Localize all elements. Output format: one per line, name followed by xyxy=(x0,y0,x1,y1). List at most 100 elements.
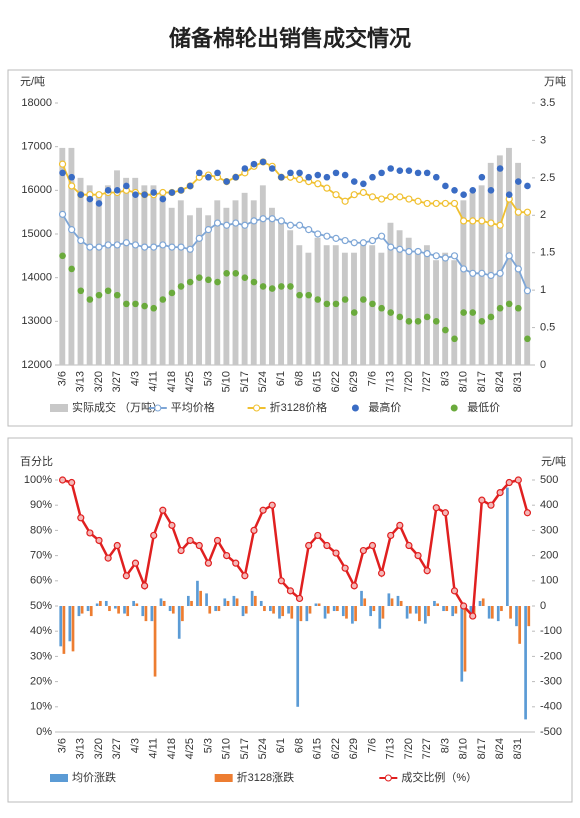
bar xyxy=(171,606,175,614)
legend-swatch xyxy=(253,404,261,412)
scatter-point xyxy=(314,296,322,303)
scatter-point xyxy=(432,173,440,181)
line xyxy=(62,478,529,620)
line-marker xyxy=(469,269,477,277)
y2-tick-label: 0.5 xyxy=(540,321,555,333)
y2-tick-label: 2.5 xyxy=(540,172,555,184)
bar xyxy=(278,606,281,619)
bar xyxy=(59,606,63,647)
x-tick-label: 5/10 xyxy=(221,371,233,392)
y-axis-label: 百分比 xyxy=(20,455,53,468)
line-marker xyxy=(478,496,486,504)
scatter-point xyxy=(314,171,322,179)
scatter-point xyxy=(332,300,340,308)
scatter-point xyxy=(287,169,294,177)
y-tick-label: 13000 xyxy=(21,315,52,327)
x-tick-label: 3/6 xyxy=(56,738,68,753)
scatter-point xyxy=(77,287,85,295)
line-marker xyxy=(195,234,203,242)
line-marker xyxy=(387,243,395,251)
line-marker xyxy=(323,184,331,192)
x-tick-label: 6/29 xyxy=(348,371,360,392)
bar xyxy=(436,603,439,606)
scatter-point xyxy=(405,318,413,325)
y-tick-label: 20% xyxy=(30,676,52,688)
line-marker xyxy=(259,215,267,223)
panel xyxy=(7,437,573,803)
scatter-point xyxy=(341,296,349,303)
bar xyxy=(259,185,266,365)
line-marker xyxy=(332,234,340,242)
bar xyxy=(442,252,449,365)
x-tick-label: 8/3 xyxy=(439,738,451,753)
x-tick-label: 3/13 xyxy=(75,738,87,759)
line-marker xyxy=(341,236,349,245)
x-tick-label: 4/11 xyxy=(148,371,160,392)
line-marker xyxy=(77,514,85,522)
bar xyxy=(469,606,473,614)
line-marker xyxy=(414,247,422,256)
line-marker xyxy=(241,221,249,229)
line-marker xyxy=(450,252,459,260)
x-tick-label: 5/3 xyxy=(202,738,214,753)
y2-tick-label: 3 xyxy=(540,134,546,146)
scatter-point xyxy=(259,158,267,166)
bar xyxy=(263,606,266,612)
bar xyxy=(150,185,157,365)
x-tick-label: 7/20 xyxy=(403,738,415,759)
bar xyxy=(351,252,357,365)
bar xyxy=(205,593,208,606)
bar xyxy=(360,245,367,365)
line-marker xyxy=(58,476,67,484)
scatter-point xyxy=(524,182,531,190)
scatter-point xyxy=(123,182,130,190)
x-tick-label: 7/6 xyxy=(366,371,378,386)
y-tick-label: 70% xyxy=(30,550,52,562)
line-marker xyxy=(204,226,213,234)
scatter-point xyxy=(442,182,449,190)
bar xyxy=(463,606,467,672)
scatter-point xyxy=(469,309,477,316)
line-marker xyxy=(305,226,313,234)
bar xyxy=(250,590,254,606)
line-marker xyxy=(396,245,404,253)
legend-swatch xyxy=(214,774,233,782)
scatter-point xyxy=(478,173,486,181)
y-tick-label: 80% xyxy=(30,524,52,536)
y-tick-label: 16000 xyxy=(21,184,52,196)
line-marker xyxy=(387,531,395,540)
y-tick-label: 100% xyxy=(24,474,52,486)
scatter-point xyxy=(205,276,212,284)
bar xyxy=(354,606,357,622)
bar xyxy=(460,606,464,682)
bar xyxy=(341,252,348,365)
x-tick-label: 5/24 xyxy=(257,371,269,392)
bar xyxy=(341,606,345,617)
scatter-point xyxy=(451,187,458,194)
bar xyxy=(515,162,522,365)
line-marker xyxy=(113,241,121,249)
bar xyxy=(253,595,257,606)
line-marker xyxy=(441,199,450,208)
x-tick-label: 6/22 xyxy=(330,371,342,392)
bar xyxy=(153,606,157,677)
line-marker xyxy=(186,245,194,253)
line-marker xyxy=(314,230,322,238)
bar xyxy=(217,606,221,612)
bar xyxy=(399,600,403,606)
bar xyxy=(332,606,336,612)
scatter-point xyxy=(186,278,194,286)
bar xyxy=(445,606,449,612)
bar xyxy=(442,606,445,612)
bar xyxy=(199,590,202,606)
x-tick-label: 4/3 xyxy=(129,371,141,386)
bar xyxy=(114,606,117,609)
scatter-point xyxy=(442,326,449,334)
line-marker xyxy=(250,526,258,535)
bar xyxy=(396,230,403,365)
x-tick-label: 4/3 xyxy=(129,738,141,753)
legend-swatch xyxy=(450,404,458,412)
scatter-point xyxy=(223,178,230,185)
bar xyxy=(89,606,93,617)
